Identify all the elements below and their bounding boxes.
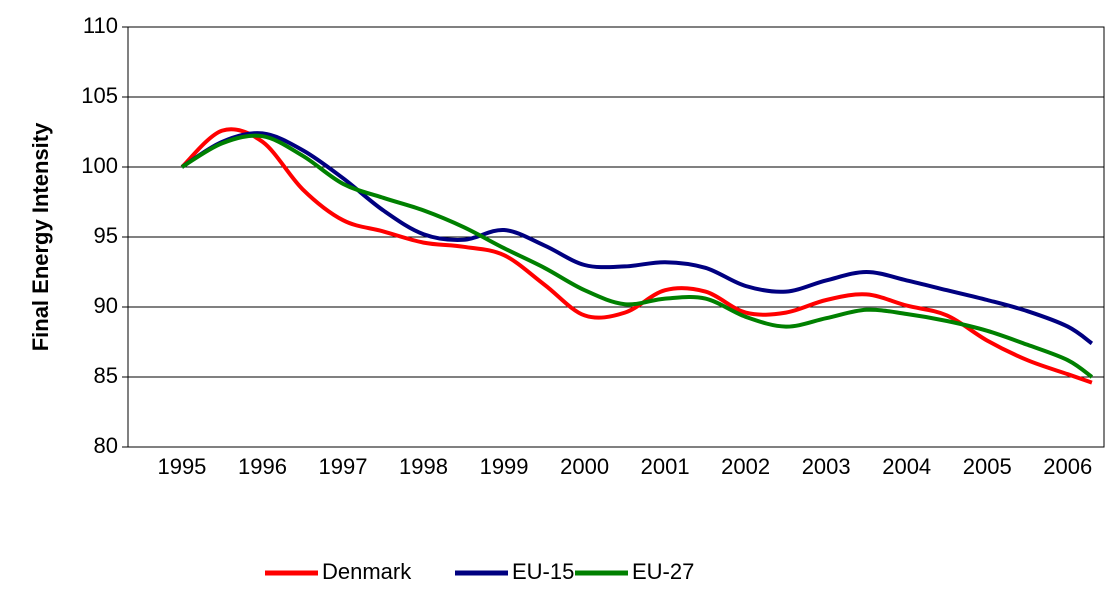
series-line [180,133,1094,379]
x-tick-label: 2000 [560,454,609,479]
y-axis-label: Final Energy Intensity [28,122,53,351]
y-tick-label: 80 [94,433,118,458]
x-tick-label: 1997 [319,454,368,479]
x-tick-label: 2005 [963,454,1012,479]
series-line [180,131,1094,346]
x-tick-label: 2003 [802,454,851,479]
x-tick-label: 1995 [157,454,206,479]
legend-label: EU-15 [512,559,574,584]
x-tick-label: 2002 [721,454,770,479]
x-tick-label: 1996 [238,454,287,479]
y-tick-label: 85 [94,363,118,388]
y-tick-label: 105 [81,83,118,108]
x-tick-label: 2006 [1043,454,1092,479]
y-tick-label: 95 [94,223,118,248]
y-tick-label: 110 [83,13,118,38]
x-tick-label: 2004 [882,454,931,479]
legend-label: EU-27 [632,559,694,584]
y-tick-label: 90 [94,293,118,318]
legend-label: Denmark [322,559,412,584]
x-tick-label: 1998 [399,454,448,479]
x-tick-label: 1999 [480,454,529,479]
x-tick-label: 2001 [641,454,690,479]
y-tick-label: 100 [81,153,118,178]
